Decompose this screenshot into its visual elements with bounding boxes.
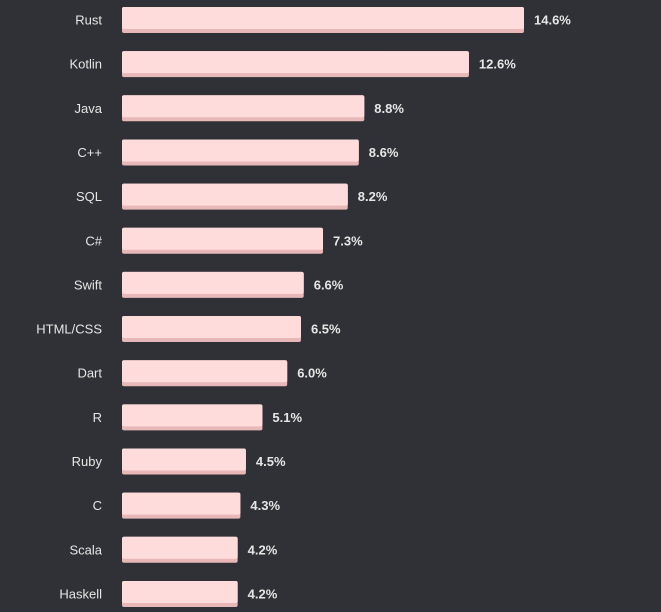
category-label-swift: Swift — [74, 277, 103, 292]
value-label-csharp: 7.3% — [333, 233, 363, 248]
bar-c — [122, 492, 241, 515]
bar-html-css — [122, 316, 301, 339]
bar-row-java: Java 8.8% — [75, 95, 404, 122]
category-label-html-css: HTML/CSS — [36, 322, 102, 337]
value-label-swift: 6.6% — [314, 277, 344, 292]
value-label-rust: 14.6% — [534, 13, 571, 28]
bar-row-sql: SQL 8.2% — [76, 183, 388, 210]
bar-row-rust: Rust 14.6% — [75, 7, 571, 33]
bar-r — [122, 404, 263, 427]
bar-csharp — [122, 227, 323, 250]
bar-rust — [122, 7, 524, 29]
category-label-java: Java — [75, 101, 103, 116]
category-label-scala: Scala — [69, 542, 102, 557]
value-label-kotlin: 12.6% — [479, 57, 516, 72]
category-label-cplusplus: C++ — [77, 145, 102, 160]
bar-ruby — [122, 448, 246, 471]
value-label-sql: 8.2% — [358, 189, 388, 204]
category-label-csharp: C# — [85, 233, 102, 248]
bar-row-csharp: C# 7.3% — [85, 227, 363, 254]
value-label-ruby: 4.5% — [256, 454, 286, 469]
bar-row-dart: Dart 6.0% — [77, 360, 327, 387]
value-label-cplusplus: 8.6% — [369, 145, 399, 160]
category-label-haskell: Haskell — [59, 586, 102, 601]
bar-row-scala: Scala 4.2% — [69, 536, 278, 563]
category-label-sql: SQL — [76, 189, 102, 204]
category-label-ruby: Ruby — [72, 454, 103, 469]
bar-row-cplusplus: C++ 8.6% — [77, 139, 399, 166]
value-label-r: 5.1% — [272, 410, 302, 425]
bar-row-c: C 4.3% — [93, 492, 280, 519]
value-label-scala: 4.2% — [248, 542, 278, 557]
bar-scala — [122, 536, 238, 559]
bars-group: Rust 14.6% Kotlin 12.6% Java 8.8% C++ 8.6% SQL 8.… — [36, 7, 571, 607]
category-label-dart: Dart — [77, 366, 102, 381]
category-label-r: R — [93, 410, 102, 425]
bar-swift — [122, 271, 304, 294]
bar-row-ruby: Ruby 4.5% — [72, 448, 286, 475]
category-label-kotlin: Kotlin — [69, 57, 102, 72]
bar-sql — [122, 183, 348, 206]
value-label-html-css: 6.5% — [311, 322, 341, 337]
bar-row-haskell: Haskell 4.2% — [59, 580, 278, 607]
bar-row-kotlin: Kotlin 12.6% — [69, 51, 516, 78]
value-label-java: 8.8% — [374, 101, 404, 116]
category-label-c: C — [93, 498, 102, 513]
category-label-rust: Rust — [75, 13, 102, 28]
bar-row-r: R 5.1% — [93, 404, 302, 431]
bar-kotlin — [122, 51, 469, 74]
bar-java — [122, 95, 365, 118]
value-label-dart: 6.0% — [297, 366, 327, 381]
value-label-haskell: 4.2% — [248, 586, 278, 601]
bar-row-html-css: HTML/CSS 6.5% — [36, 316, 341, 343]
bar-haskell — [122, 580, 238, 603]
bar-cplusplus — [122, 139, 359, 162]
bar-dart — [122, 360, 288, 383]
value-label-c: 4.3% — [250, 498, 280, 513]
bar-row-swift: Swift 6.6% — [74, 271, 344, 298]
